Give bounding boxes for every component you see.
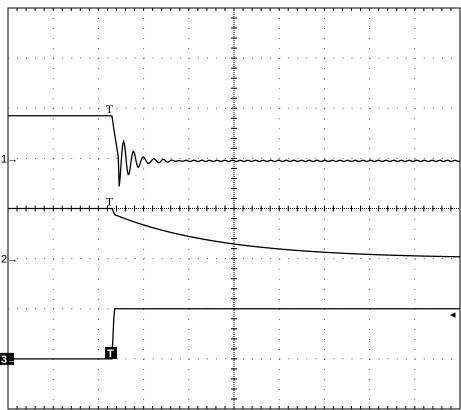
channel-markers: 1→ 2→ 3→ ◂ (0, 153, 456, 366)
channel-1-trace (8, 115, 461, 187)
channel-1-trigger-mark: T (106, 102, 114, 116)
channel-2-trace (8, 207, 461, 258)
channel-3-trigger-mark: T (107, 348, 114, 360)
trigger-level-arrow: ◂ (450, 309, 456, 321)
waveforms: T T T (8, 102, 461, 360)
channel-3-marker-bg (0, 352, 14, 365)
graticule (7, 7, 461, 410)
channel-3-trigger-mark-bg (105, 346, 118, 359)
channel-2-trigger-mark: T (106, 195, 114, 209)
channel-3-trace (8, 308, 460, 360)
channel-1-marker: 1→ (1, 153, 18, 165)
channel-2-marker: 2→ (1, 254, 18, 266)
channel-3-marker: 3→ (1, 354, 18, 366)
